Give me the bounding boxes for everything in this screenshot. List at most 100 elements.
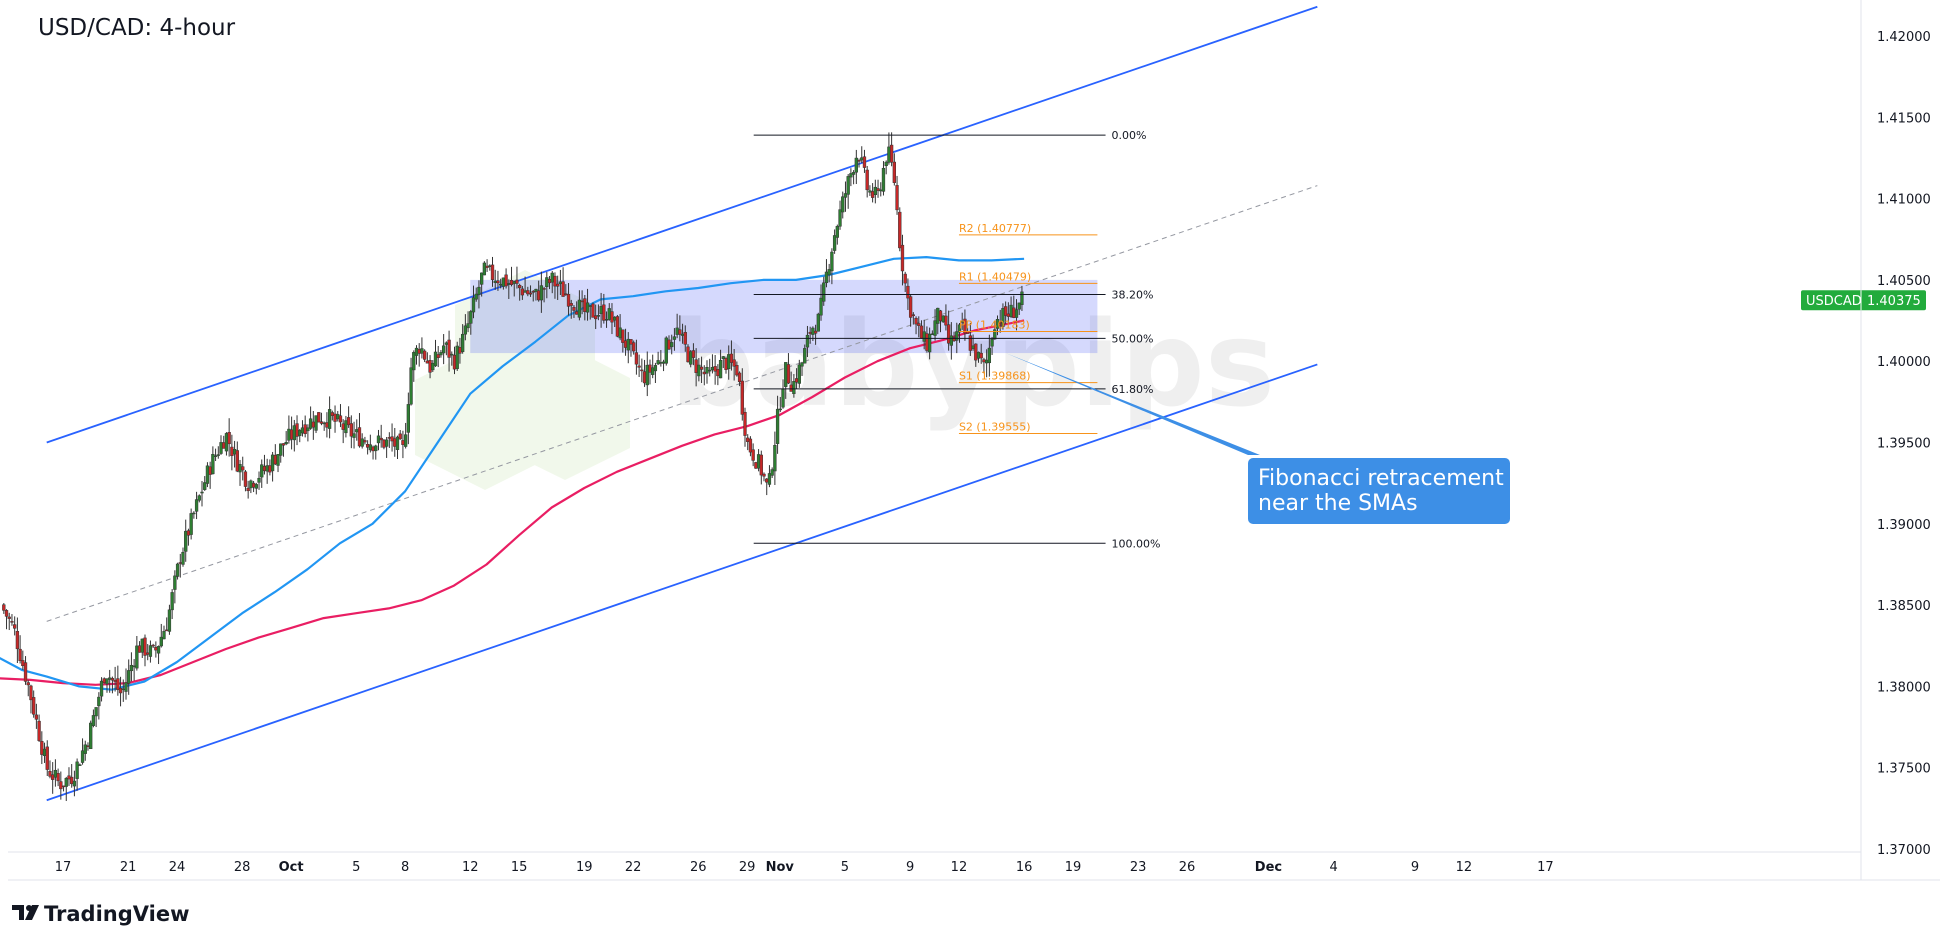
candlesticks xyxy=(2,132,1024,802)
candle-body xyxy=(735,365,739,376)
candle-body xyxy=(892,161,896,183)
candle-body xyxy=(974,343,978,361)
candle-body xyxy=(841,196,845,213)
candle-body xyxy=(412,352,416,371)
candle-body xyxy=(957,324,962,333)
candle-body xyxy=(881,167,886,192)
candle-body xyxy=(371,446,375,452)
candle-body xyxy=(653,365,658,372)
candle-body xyxy=(471,297,476,313)
candle-body xyxy=(566,294,571,307)
candle-body xyxy=(520,288,525,296)
candle-body xyxy=(976,351,981,359)
candle-body xyxy=(545,277,549,288)
candle-body xyxy=(499,283,503,286)
candle-body xyxy=(900,244,905,272)
candle-body xyxy=(222,442,226,449)
candle-body xyxy=(797,364,801,384)
candle-body xyxy=(528,292,533,295)
candle-body xyxy=(181,551,185,565)
candle-body xyxy=(887,146,891,163)
candle-body xyxy=(547,279,552,284)
candle-body xyxy=(159,636,163,647)
candle-body xyxy=(105,678,109,685)
candle-body xyxy=(110,678,115,681)
time-tick-label: 17 xyxy=(1537,860,1554,875)
tradingview-logo[interactable]: TradingView xyxy=(12,902,189,926)
candle-body xyxy=(23,662,28,682)
candle-body xyxy=(1001,308,1005,327)
time-tick-label: 26 xyxy=(1179,860,1196,875)
candle-body xyxy=(444,342,449,345)
candle-body xyxy=(1012,307,1016,318)
fibonacci-retracement[interactable]: 0.00% 38.20% 50.00% 61.80% 100.00% xyxy=(753,129,1161,550)
candle-body xyxy=(433,351,438,367)
candle-body xyxy=(721,356,725,359)
candle-body xyxy=(930,333,934,336)
candle-body xyxy=(72,780,77,787)
candle-body xyxy=(493,280,497,283)
candle-body xyxy=(192,512,196,515)
candle-body xyxy=(645,364,649,386)
price-tick-label: 1.38500 xyxy=(1877,599,1931,614)
candle-body xyxy=(496,280,500,284)
candle-body xyxy=(284,442,288,445)
fib-level-label: 50.00% xyxy=(1112,332,1154,345)
candle-body xyxy=(344,420,348,434)
candle-body xyxy=(561,281,565,297)
candle-body xyxy=(767,473,772,485)
time-tick-label: 12 xyxy=(1456,860,1473,875)
candle-body xyxy=(949,335,953,346)
candle-body xyxy=(515,279,519,284)
time-axis[interactable]: 17 21 24 28 Oct 5 8 12 15 19 22 26 29 Nov 5 9 12 16 19 23 26… xyxy=(55,860,1554,875)
candle-body xyxy=(699,366,704,370)
candle-body xyxy=(642,371,647,384)
candle-body xyxy=(265,465,269,472)
pivot-points: R2 (1.40777) R1 (1.40479) PP (1.40183) S1 (… xyxy=(958,222,1098,435)
last-price-value: 1.40375 xyxy=(1867,294,1921,309)
candle-body xyxy=(414,347,419,356)
candle-body xyxy=(1017,302,1021,310)
candle-body xyxy=(583,298,587,312)
candle-body xyxy=(29,685,33,701)
candle-body xyxy=(67,775,71,780)
time-tick-label: 8 xyxy=(401,860,409,875)
candle-body xyxy=(390,436,394,442)
candle-body xyxy=(765,478,769,483)
candle-body xyxy=(849,173,853,178)
candle-body xyxy=(173,575,177,590)
candle-body xyxy=(251,482,256,488)
candle-body xyxy=(431,362,435,371)
price-axis[interactable]: 1.42000 1.41500 1.41000 1.40500 1.40000 1.395… xyxy=(1877,30,1931,858)
candle-body xyxy=(876,188,880,191)
candle-body xyxy=(306,427,310,432)
candle-body xyxy=(558,281,563,285)
candle-body xyxy=(51,774,55,780)
candle-body xyxy=(670,342,674,348)
time-tick-label: 23 xyxy=(1130,860,1147,875)
candle-body xyxy=(884,161,888,167)
candle-body xyxy=(632,342,636,352)
candle-body xyxy=(925,333,929,351)
price-tick-label: 1.42000 xyxy=(1877,30,1931,45)
candle-body xyxy=(808,331,812,334)
candle-body xyxy=(227,432,231,445)
candle-body xyxy=(580,300,584,303)
price-tick-label: 1.40000 xyxy=(1877,355,1931,370)
candle-body xyxy=(241,466,245,471)
channel-lower-line xyxy=(46,363,1318,802)
candle-body xyxy=(577,299,582,318)
babypips-watermark-text: babypips xyxy=(670,295,1275,433)
candle-body xyxy=(480,272,484,285)
candle-body xyxy=(824,271,829,284)
candle-body xyxy=(556,283,560,287)
candle-body xyxy=(613,316,617,321)
candle-body xyxy=(460,333,465,353)
candle-body xyxy=(365,443,370,448)
candle-body xyxy=(838,209,842,227)
candle-body xyxy=(279,443,283,456)
price-tick-label: 1.38000 xyxy=(1877,680,1931,695)
ascending-channel[interactable] xyxy=(46,5,1318,802)
